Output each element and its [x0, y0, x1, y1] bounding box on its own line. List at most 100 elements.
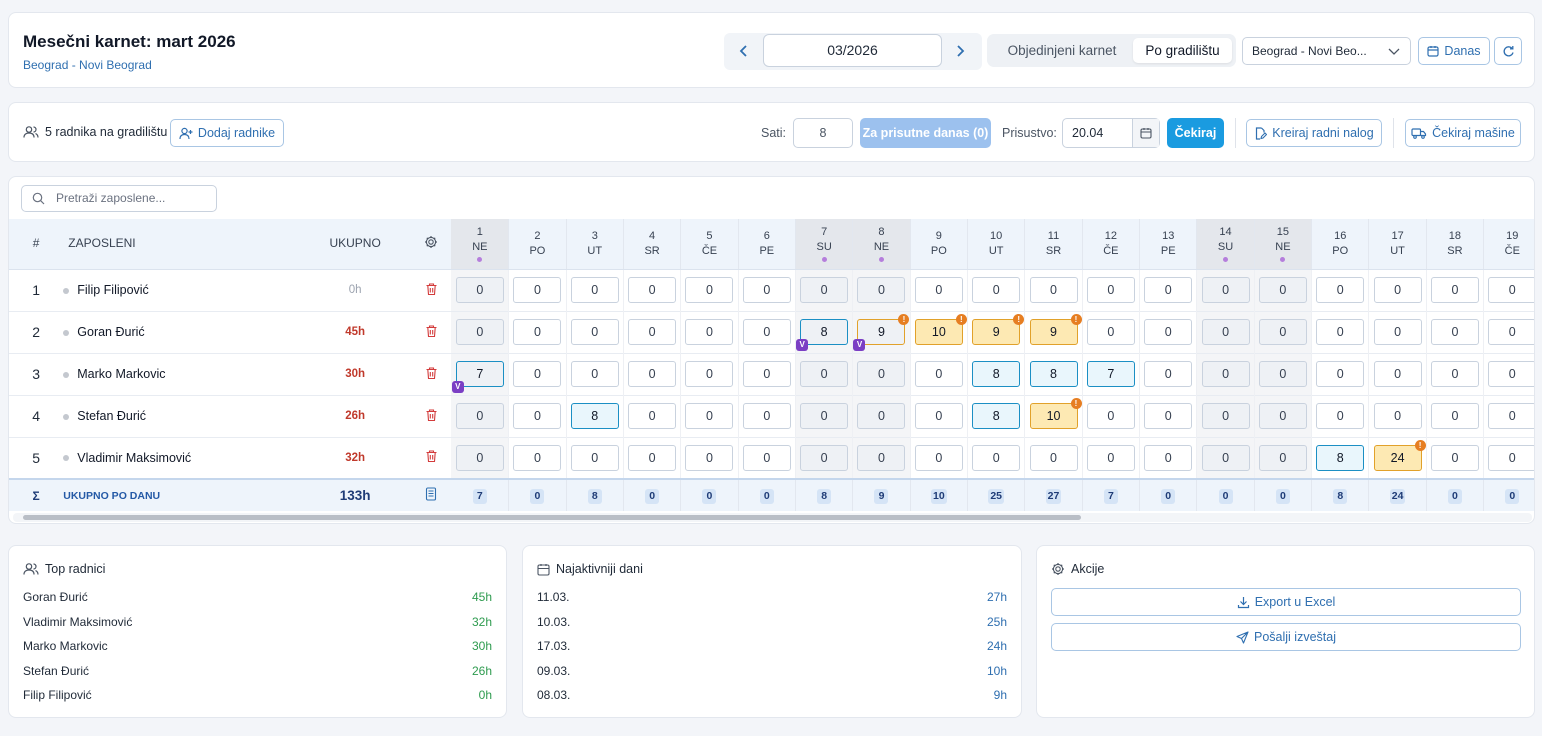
tab-combined-timesheet[interactable]: Objedinjeni karnet — [1007, 43, 1117, 58]
hours-input[interactable]: 0 — [570, 277, 619, 303]
hours-input[interactable]: 0 — [742, 361, 791, 387]
hours-input[interactable]: 0 — [513, 319, 562, 345]
hours-input[interactable]: 0 — [742, 403, 791, 429]
hours-input[interactable]: 0 — [1488, 444, 1534, 471]
present-today-button[interactable]: Za prisutne danas (0) — [860, 118, 991, 148]
hours-input[interactable]: 0 — [857, 277, 906, 303]
hours-input[interactable]: 0 — [1488, 403, 1534, 429]
hours-input[interactable]: 0 — [972, 444, 1021, 471]
col-total[interactable]: UKUPNO — [298, 219, 412, 270]
hours-input[interactable]: 0 — [1316, 319, 1365, 345]
hours-input[interactable]: 0 — [1430, 403, 1479, 429]
hours-input[interactable]: 0 — [1201, 361, 1250, 387]
trash-icon[interactable] — [425, 282, 438, 296]
hours-input[interactable]: 0 — [455, 444, 504, 471]
hours-input[interactable]: 0 — [570, 361, 619, 387]
hours-input[interactable]: 0 — [914, 444, 963, 471]
hours-input[interactable]: 0 — [1201, 444, 1250, 471]
hours-input[interactable]: 8 — [793, 118, 853, 148]
hours-input[interactable]: 0 — [1258, 319, 1307, 345]
hours-input[interactable]: 0 — [1258, 403, 1307, 429]
hours-input[interactable]: 0 — [513, 403, 562, 429]
report-icon[interactable] — [425, 487, 437, 501]
hours-input[interactable]: 0 — [800, 444, 849, 471]
hours-input[interactable]: 8 — [1029, 361, 1078, 387]
export-excel-button[interactable]: Export u Excel — [1051, 588, 1521, 616]
hours-input[interactable]: 0 — [455, 319, 504, 345]
hours-input[interactable]: 0 — [742, 277, 791, 303]
hours-input[interactable]: 0 — [1086, 319, 1135, 345]
add-workers-button[interactable]: Dodaj radnike — [170, 119, 284, 147]
employee-name[interactable]: Marko Markovic — [63, 353, 299, 395]
hours-input[interactable]: 0 — [914, 403, 963, 429]
hours-input[interactable]: 0 — [1144, 361, 1193, 387]
today-button[interactable]: Danas — [1418, 37, 1490, 65]
hours-input[interactable]: 0 — [1201, 319, 1250, 345]
hours-input[interactable]: 0 — [455, 277, 504, 303]
hours-input[interactable]: 0 — [1430, 361, 1479, 387]
hours-input[interactable]: 0 — [685, 444, 734, 471]
hours-input[interactable]: 8 — [972, 361, 1021, 387]
hours-input[interactable]: 0 — [628, 403, 677, 429]
month-input[interactable]: 03/2026 — [763, 34, 942, 67]
check-button[interactable]: Čekiraj — [1167, 118, 1224, 148]
hours-input[interactable]: 0 — [1373, 277, 1422, 303]
hours-input[interactable]: 0 — [1373, 319, 1422, 345]
hours-input[interactable]: 0 — [857, 403, 906, 429]
hours-input[interactable]: 10! — [914, 314, 967, 345]
hours-input[interactable]: 0 — [742, 444, 791, 471]
hours-input[interactable]: 0 — [1488, 277, 1534, 303]
hours-input[interactable]: 0 — [513, 361, 562, 387]
hours-input[interactable]: 0 — [685, 319, 734, 345]
hours-input[interactable]: 10! — [1029, 398, 1082, 429]
hours-input[interactable]: 0 — [1144, 403, 1193, 429]
hours-input[interactable]: 0 — [628, 277, 677, 303]
col-settings[interactable] — [411, 219, 452, 270]
hours-input[interactable]: 0 — [513, 444, 562, 471]
hours-input[interactable]: 0 — [570, 319, 619, 345]
hours-input[interactable]: 0 — [1488, 361, 1534, 387]
trash-icon[interactable] — [425, 366, 438, 380]
hours-input[interactable]: 0 — [1316, 277, 1365, 303]
site-select[interactable]: Beograd - Novi Beo... — [1242, 37, 1411, 65]
hours-input[interactable]: 0 — [628, 319, 677, 345]
chevron-left-icon[interactable] — [735, 42, 753, 60]
send-report-button[interactable]: Pošalji izveštaj — [1051, 623, 1521, 651]
hours-input[interactable]: 0 — [1373, 361, 1422, 387]
hours-input[interactable]: 0 — [1258, 361, 1307, 387]
col-employee[interactable]: ZAPOSLENI — [63, 219, 299, 270]
hours-input[interactable]: 0 — [685, 277, 734, 303]
tab-by-site[interactable]: Po gradilištu — [1133, 38, 1232, 63]
chevron-right-icon[interactable] — [951, 42, 969, 60]
hours-input[interactable]: 0 — [1029, 444, 1078, 471]
hours-input[interactable]: 0 — [1430, 319, 1479, 345]
hours-input[interactable]: 0 — [1430, 277, 1479, 303]
search-input[interactable]: Pretraži zaposlene... — [21, 185, 217, 212]
calendar-icon[interactable] — [1132, 119, 1159, 147]
create-work-order-button[interactable]: Kreiraj radni nalog — [1246, 119, 1382, 147]
hours-input[interactable]: 0 — [972, 277, 1021, 303]
hours-input[interactable]: 0 — [1086, 403, 1135, 429]
hours-input[interactable]: 0 — [455, 403, 504, 429]
employee-name[interactable]: Goran Đurić — [63, 311, 299, 353]
hours-input[interactable]: 0 — [1144, 444, 1193, 471]
hours-input[interactable]: 24! — [1373, 439, 1426, 471]
check-machines-button[interactable]: Čekiraj mašine — [1405, 119, 1521, 147]
hours-input[interactable]: 0 — [1316, 361, 1365, 387]
hours-input[interactable]: 0 — [570, 444, 619, 471]
hours-input[interactable]: 0 — [685, 361, 734, 387]
hours-input[interactable]: 0 — [800, 277, 849, 303]
hours-input[interactable]: 0 — [628, 361, 677, 387]
hours-input[interactable]: 0 — [1488, 319, 1534, 345]
employee-name[interactable]: Filip Filipović — [63, 269, 299, 311]
hours-input[interactable]: 7 — [1086, 361, 1135, 387]
hours-input[interactable]: 0 — [1430, 444, 1479, 471]
hours-input[interactable]: 8 — [1316, 444, 1365, 471]
hours-input[interactable]: 0 — [1258, 277, 1307, 303]
hours-input[interactable]: 0 — [628, 444, 677, 471]
hours-input[interactable]: 0 — [513, 277, 562, 303]
gear-icon[interactable] — [424, 235, 438, 249]
hours-input[interactable]: 9! — [972, 314, 1025, 345]
